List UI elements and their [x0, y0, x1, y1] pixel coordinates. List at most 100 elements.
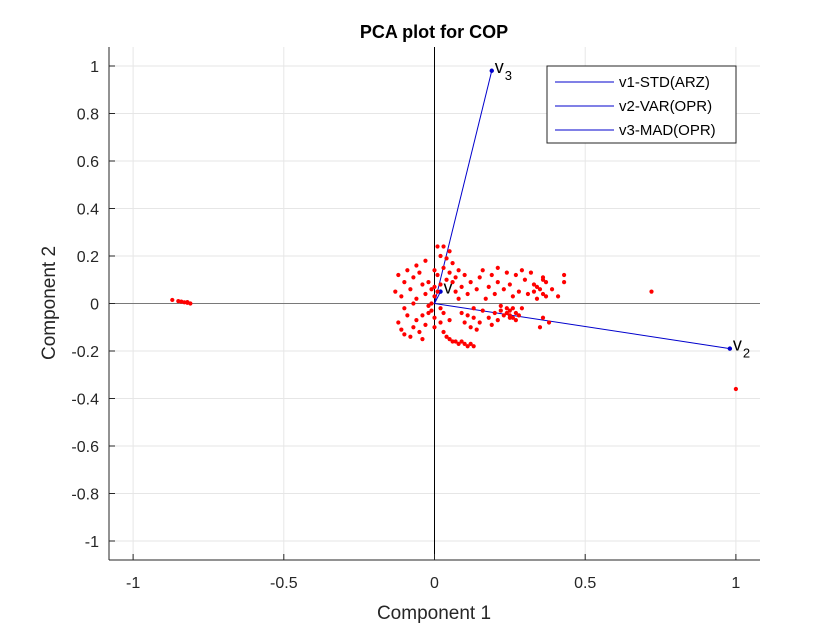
data-point	[447, 270, 452, 275]
data-point	[402, 306, 407, 311]
vector-label-1: v	[444, 278, 453, 298]
chart-title: PCA plot for COP	[360, 22, 508, 42]
data-point	[555, 294, 561, 299]
data-point	[435, 244, 440, 249]
data-point	[414, 318, 419, 323]
data-point	[396, 272, 401, 278]
data-point	[459, 339, 464, 344]
data-point	[537, 325, 543, 330]
y-tick-label: 0.6	[77, 154, 99, 171]
data-point	[543, 294, 549, 299]
data-point	[402, 332, 407, 337]
data-point	[444, 277, 449, 282]
data-point	[471, 344, 476, 349]
data-point	[417, 270, 422, 275]
data-point	[438, 306, 443, 311]
data-point	[450, 261, 455, 266]
vector-label-3: v	[495, 57, 504, 77]
y-tick-label: 0	[90, 297, 99, 314]
vector-endpoint-2	[727, 346, 733, 351]
y-tick-label: 1	[90, 59, 99, 76]
y-axis-label: Component 2	[39, 246, 60, 360]
data-point	[405, 268, 410, 273]
data-point	[465, 291, 470, 297]
data-point	[438, 253, 443, 259]
data-point	[477, 320, 482, 325]
data-point	[531, 282, 537, 287]
data-point	[516, 313, 521, 318]
data-point	[441, 244, 446, 249]
data-point	[429, 301, 434, 306]
data-point	[438, 282, 443, 287]
data-point	[468, 280, 473, 285]
data-point	[465, 313, 470, 318]
data-point	[501, 313, 506, 318]
data-point	[411, 301, 416, 306]
data-point	[453, 275, 458, 280]
data-point	[399, 327, 404, 332]
data-point	[489, 322, 494, 327]
data-point	[504, 270, 509, 275]
data-point	[498, 308, 503, 313]
vector-endpoint-1	[438, 289, 443, 294]
x-tick-label: 0.5	[574, 575, 596, 592]
vector-endpoint-3	[489, 68, 494, 73]
data-point	[537, 287, 543, 292]
legend-entry-1: v1-STD(ARZ)	[619, 74, 710, 91]
data-point	[447, 318, 452, 323]
data-point	[462, 272, 467, 278]
data-point	[432, 268, 437, 273]
data-point	[561, 272, 567, 278]
data-point	[516, 289, 521, 294]
data-point	[432, 325, 437, 330]
data-point	[456, 341, 461, 346]
data-point	[540, 275, 546, 280]
data-point	[444, 334, 449, 339]
data-point	[471, 315, 476, 320]
data-point	[534, 284, 540, 289]
data-point	[495, 265, 500, 270]
data-point	[543, 280, 549, 285]
data-point	[507, 282, 512, 287]
data-point	[408, 334, 413, 339]
data-point	[468, 325, 473, 330]
data-point	[411, 275, 416, 280]
data-point	[432, 294, 437, 299]
data-point	[170, 297, 175, 303]
data-point	[453, 289, 458, 294]
data-point	[393, 289, 398, 294]
y-tick-label: -0.8	[71, 487, 99, 504]
vector-line-3	[434, 70, 493, 304]
x-tick-label: -1	[126, 575, 140, 592]
data-point	[549, 287, 555, 292]
data-point	[495, 318, 500, 323]
data-point	[501, 287, 506, 292]
data-point	[480, 308, 485, 313]
data-point	[444, 256, 449, 261]
data-point	[504, 306, 509, 311]
y-tick-label: -0.6	[71, 439, 99, 456]
data-point	[408, 287, 413, 292]
data-point	[531, 289, 537, 294]
data-point	[399, 294, 404, 299]
data-point	[441, 310, 446, 316]
data-point	[477, 275, 482, 280]
data-point	[450, 280, 455, 285]
data-point	[474, 287, 479, 292]
y-tick-label: -0.4	[71, 392, 99, 409]
data-point	[423, 291, 428, 297]
data-point	[453, 339, 458, 344]
data-point	[185, 299, 190, 305]
data-point	[441, 329, 446, 335]
y-tick-label: 0.2	[77, 249, 99, 266]
data-point	[447, 249, 452, 254]
data-point	[525, 291, 531, 297]
data-point	[474, 327, 479, 332]
data-point	[510, 315, 515, 320]
data-point	[561, 280, 567, 285]
data-point	[435, 272, 440, 278]
data-point	[462, 341, 467, 346]
data-point	[402, 280, 407, 285]
y-tick-label: -1	[85, 534, 99, 551]
